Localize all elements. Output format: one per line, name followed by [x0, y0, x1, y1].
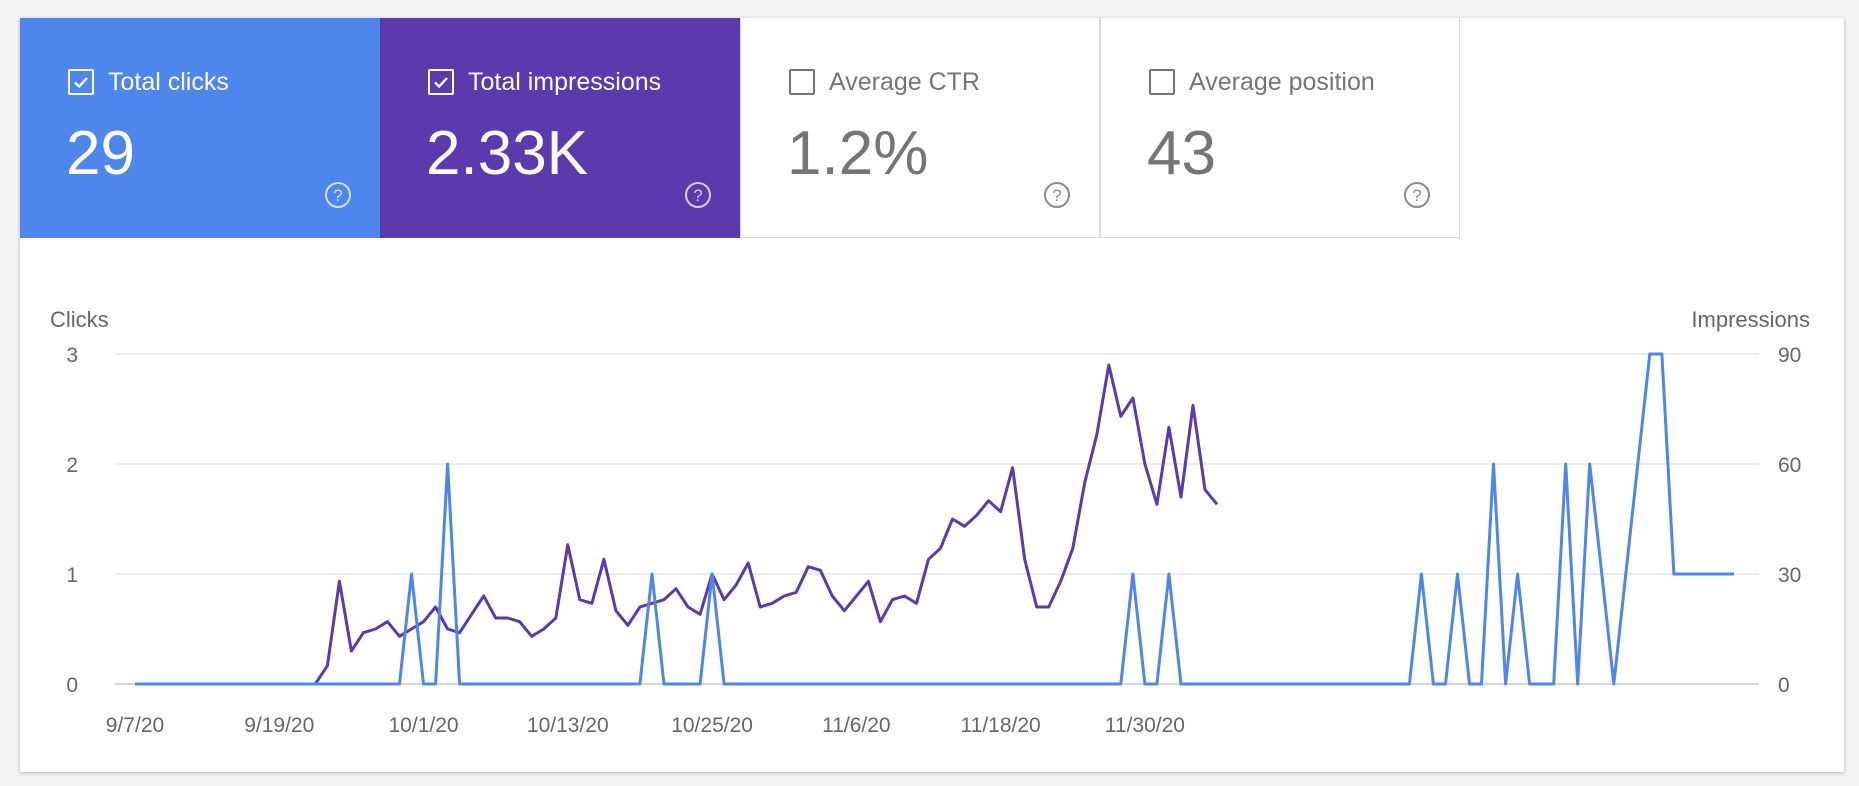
tile-label: Average CTR — [829, 68, 980, 96]
tile-value: 29 — [66, 119, 135, 188]
performance-card: Total clicks 29 ? Total impressions 2.33… — [20, 18, 1844, 772]
metric-tiles: Total clicks 29 ? Total impressions 2.33… — [20, 18, 1460, 238]
x-tick-label: 11/30/20 — [1105, 714, 1185, 737]
x-tick-label: 9/19/20 — [244, 714, 314, 737]
performance-chart: Clicks Impressions 0 0 1 30 2 60 3 90 9/7/20 9/19… — [50, 307, 1810, 737]
help-circle-icon[interactable]: ? — [1043, 181, 1071, 214]
x-tick-label: 10/13/20 — [527, 714, 609, 737]
checkbox-icon[interactable] — [68, 69, 94, 95]
y-axis-right-title: Impressions — [1691, 307, 1810, 332]
y-tick-label-right: 30 — [1778, 564, 1801, 587]
help-circle-icon[interactable]: ? — [684, 181, 712, 214]
help-circle-icon[interactable]: ? — [1403, 181, 1431, 214]
tile-value: 43 — [1147, 119, 1216, 188]
y-axis-left-title: Clicks — [50, 307, 109, 332]
series-lines — [135, 352, 1734, 686]
x-tick-label: 10/25/20 — [671, 714, 753, 737]
svg-text:?: ? — [1052, 186, 1061, 205]
tile-value: 2.33K — [426, 119, 589, 188]
tile-value: 1.2% — [787, 119, 929, 188]
y-tick-label-right: 0 — [1778, 674, 1790, 697]
axis-ticks: 0 0 1 30 2 60 3 90 9/7/20 9/19/20 10/1/20 10/13/20 1… — [66, 344, 1801, 737]
tile-label: Total clicks — [108, 68, 229, 96]
y-tick-label-right: 60 — [1778, 454, 1801, 477]
x-tick-label: 11/18/20 — [961, 714, 1041, 737]
y-tick-label-left: 0 — [66, 674, 78, 697]
total-impressions-tile[interactable]: Total impressions 2.33K ? — [380, 18, 740, 238]
impressions-series-line — [135, 363, 1219, 686]
svg-text:?: ? — [693, 186, 702, 205]
svg-text:?: ? — [1412, 186, 1421, 205]
average-position-tile[interactable]: Average position 43 ? — [1100, 18, 1460, 238]
y-tick-label-right: 90 — [1778, 344, 1801, 367]
y-tick-label-left: 1 — [66, 564, 78, 587]
y-tick-label-left: 3 — [66, 344, 78, 367]
x-tick-label: 9/7/20 — [106, 714, 164, 737]
clicks-series-line — [135, 352, 1734, 686]
tile-label: Average position — [1189, 68, 1375, 96]
checkbox-icon[interactable] — [428, 69, 454, 95]
x-tick-label: 11/6/20 — [822, 714, 891, 737]
tile-label: Total impressions — [468, 68, 662, 96]
total-clicks-tile[interactable]: Total clicks 29 ? — [20, 18, 380, 238]
average-ctr-tile[interactable]: Average CTR 1.2% ? — [740, 18, 1100, 238]
x-tick-label: 10/1/20 — [389, 714, 459, 737]
svg-text:?: ? — [333, 186, 342, 205]
help-circle-icon[interactable]: ? — [324, 181, 352, 214]
y-tick-label-left: 2 — [66, 454, 78, 477]
checkbox-icon[interactable] — [789, 69, 815, 95]
checkbox-icon[interactable] — [1149, 69, 1175, 95]
